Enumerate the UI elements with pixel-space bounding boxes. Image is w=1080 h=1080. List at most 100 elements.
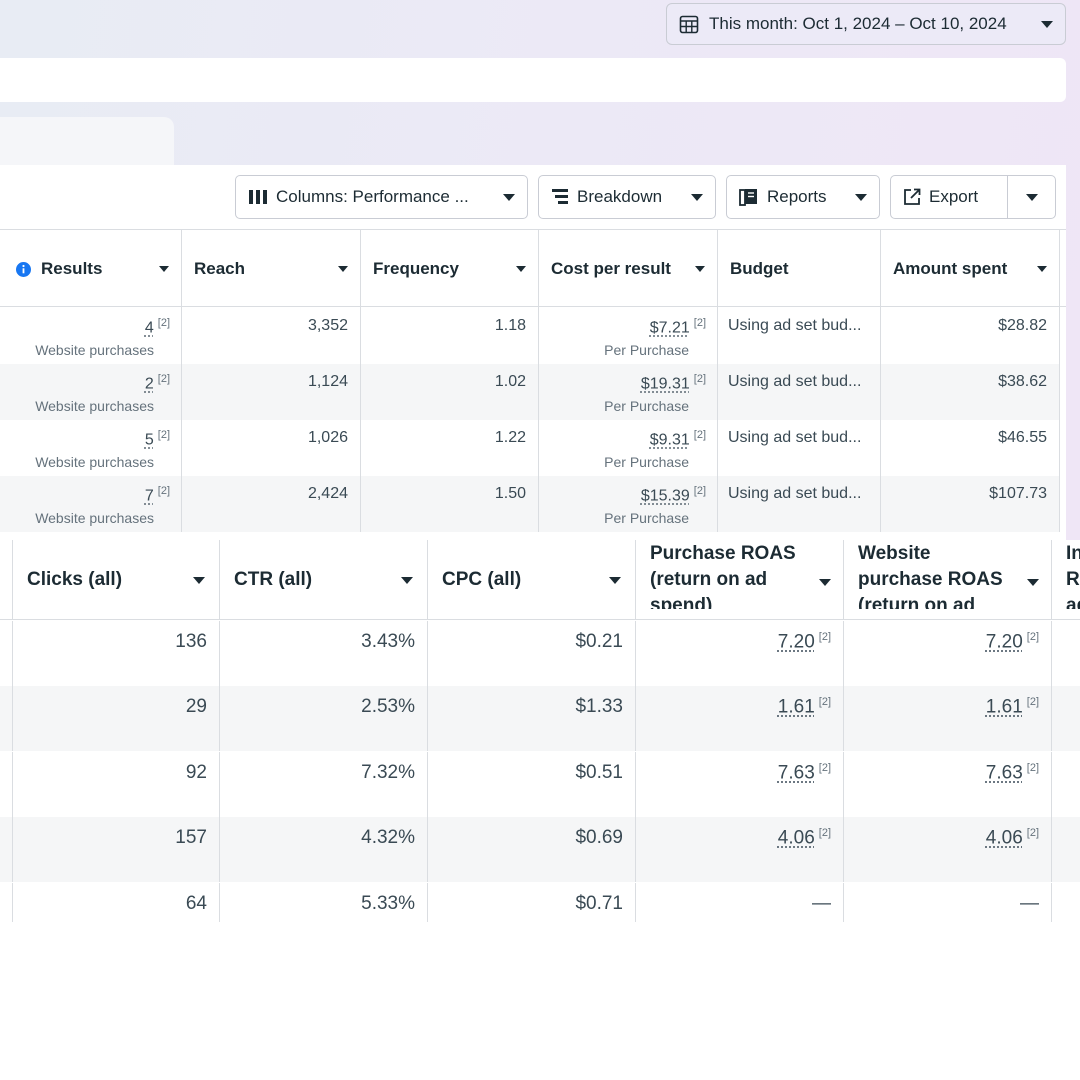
columns-button[interactable]: Columns: Performance ... [235,175,528,219]
cpr-sub: Per Purchase [604,342,689,358]
column-header-reach[interactable]: Reach [182,230,361,308]
column-header-cpc[interactable]: CPC (all) [428,540,636,620]
sort-caret-icon[interactable] [159,266,169,272]
cost-per-result-value: $19.31 [2] [641,373,706,393]
ctr-value: 5.33% [361,893,415,915]
table-row[interactable]: 7 [2] Website purchases 2,424 1.50 $15.39… [0,476,1060,532]
export-icon [903,188,921,206]
breakdown-label: Breakdown [577,187,691,207]
sort-caret-icon[interactable] [609,577,621,584]
cpc-value: $1.33 [575,696,623,718]
chevron-down-icon [503,194,515,201]
footnote-marker: [2] [1027,631,1039,643]
sort-caret-icon[interactable] [1037,266,1047,272]
search-filter-bar[interactable] [0,58,1066,102]
purchase-roas-value: — [812,893,831,915]
cpr-sub: Per Purchase [604,454,689,470]
website-roas-value: 4.06 [2] [986,827,1039,849]
results-value: 4 [2] [145,317,170,337]
breakdown-button[interactable]: Breakdown [538,175,716,219]
ctr-value: 3.43% [361,631,415,653]
header-label: Results [41,259,159,279]
caret-wrap [819,570,831,592]
table-row[interactable]: 136 3.43% $0.21 7.20 [2] 7.20 [2] [0,621,1080,686]
column-header-ctr[interactable]: CTR (all) [220,540,428,620]
table-row[interactable]: 4 [2] Website purchases 3,352 1.18 $7.21[… [0,308,1060,364]
reach-value: 3,352 [308,317,348,335]
header-label: Clicks (all) [27,567,193,593]
amount-spent-value: $28.82 [998,317,1047,335]
roas-number: 7.20 [986,631,1023,652]
amount-spent-cell: $38.62 [881,364,1060,420]
chevron-down-icon [855,194,867,201]
column-header-clicks[interactable]: Clicks (all) [12,540,220,620]
roas-number: 1.61 [986,696,1023,717]
cpc-cell: $1.33 [428,686,636,751]
footnote-marker: [2] [819,762,831,774]
export-label: Export [929,187,978,207]
footnote-marker: [2] [1027,827,1039,839]
table-row[interactable]: 64 5.33% $0.71 — — [0,883,1080,922]
purchase-roas-cell: 7.20 [2] [636,621,844,686]
sort-caret-icon[interactable] [193,577,205,584]
info-icon[interactable] [16,262,31,277]
sort-caret-icon[interactable] [338,266,348,272]
footnote-marker: [2] [1027,696,1039,708]
header-label: Budget [730,259,868,279]
table-row[interactable]: 92 7.32% $0.51 7.63 [2] 7.63 [2] [0,752,1080,817]
clicks-value: 136 [175,631,207,653]
column-header-results[interactable]: Results [0,230,182,308]
purchase-roas-value: 7.20 [2] [778,631,831,653]
website-roas-value: 7.20 [2] [986,631,1039,653]
reach-cell: 1,026 [182,420,361,476]
column-header-amount-spent[interactable]: Amount spent [881,230,1060,308]
budget-value: Using ad set bud... [728,373,861,391]
date-range-picker[interactable]: This month: Oct 1, 2024 – Oct 10, 2024 [666,3,1066,45]
sort-caret-icon[interactable] [516,266,526,272]
column-header-cost-per-result[interactable]: Cost per result [539,230,718,308]
results-number: 5 [145,431,154,448]
cpc-cell: $0.69 [428,817,636,882]
reports-button[interactable]: Reports [726,175,880,219]
footnote-marker: [2] [158,429,170,441]
sort-caret-icon[interactable] [401,577,413,584]
column-header-purchase-roas[interactable]: Purchase ROAS (return on ad spend) [636,540,844,620]
reach-value: 1,026 [308,429,348,447]
sort-caret-icon[interactable] [819,579,831,586]
column-header-frequency[interactable]: Frequency [361,230,539,308]
table-row[interactable]: 5 [2] Website purchases 1,026 1.22 $9.31[… [0,420,1060,476]
results-type: Website purchases [35,398,154,414]
chevron-down-icon [691,194,703,201]
cpc-cell: $0.21 [428,621,636,686]
footnote-marker: [2] [819,827,831,839]
sort-caret-icon[interactable] [1027,579,1039,586]
columns-label: Columns: Performance ... [276,187,503,207]
column-header-budget[interactable]: Budget [718,230,881,308]
tab-area[interactable] [0,117,174,165]
purchase-roas-cell: 4.06 [2] [636,817,844,882]
clicks-cell: 92 [12,752,220,817]
bottom-table-header: Clicks (all) CTR (all) CPC (all) Purchas… [0,540,1080,620]
budget-cell: Using ad set bud... [718,364,881,420]
results-type: Website purchases [35,510,154,526]
table-row[interactable]: 157 4.32% $0.69 4.06 [2] 4.06 [2] [0,817,1080,882]
website-roas-cell: 1.61 [2] [844,686,1052,751]
ctr-cell: 3.43% [220,621,428,686]
clicks-value: 64 [186,893,207,915]
roas-number: 4.06 [778,827,815,848]
header-label: Reach [194,259,338,279]
frequency-value: 1.22 [495,429,526,447]
clicks-value: 92 [186,762,207,784]
sort-caret-icon[interactable] [695,266,705,272]
table-row[interactable]: 29 2.53% $1.33 1.61 [2] 1.61 [2] [0,686,1080,751]
export-button[interactable]: Export [890,175,1008,219]
results-cell: 7 [2] Website purchases [0,476,182,532]
column-header-partial[interactable]: In R ad [1052,540,1080,620]
table-row[interactable]: 2 [2] Website purchases 1,124 1.02 $19.31… [0,364,1060,420]
header-label: Purchase ROAS (return on ad spend) [650,541,829,609]
clicks-cell: 157 [12,817,220,882]
export-dropdown-button[interactable] [1007,175,1056,219]
cpr-sub: Per Purchase [604,398,689,414]
cpc-value: $0.69 [575,827,623,849]
column-header-website-purchase-roas[interactable]: Website purchase ROAS (return on ad [844,540,1052,620]
